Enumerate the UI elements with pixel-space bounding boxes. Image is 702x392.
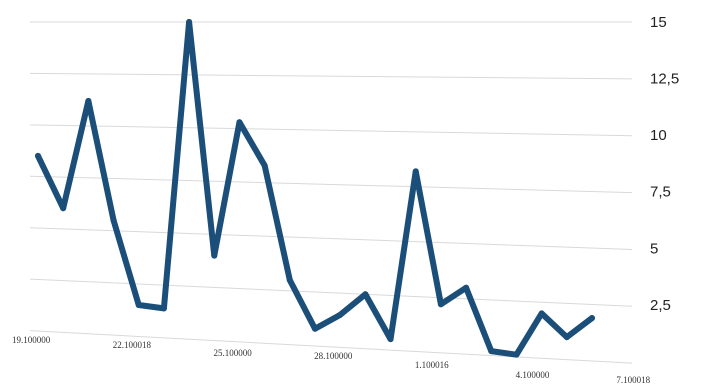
data-point (211, 252, 218, 259)
data-point (312, 325, 318, 332)
data-point (110, 217, 117, 224)
grid-line (29, 72, 633, 80)
data-point (236, 119, 243, 126)
data-point (463, 284, 470, 291)
data-point (412, 168, 419, 175)
y-tick-label: 7,5 (650, 184, 671, 201)
data-point (387, 336, 394, 343)
series-group (35, 19, 595, 358)
data-point (538, 310, 545, 317)
data-point (337, 311, 344, 318)
series-line (35, 19, 595, 358)
x-tick-label: 7.100018 (616, 375, 650, 385)
x-tick-label: 25.100000 (213, 348, 252, 358)
data-point (563, 334, 570, 341)
data-point (261, 162, 268, 169)
data-point (589, 315, 595, 322)
data-point (362, 291, 369, 298)
x-tick-label: 4.100000 (516, 370, 550, 380)
grid-line (29, 330, 633, 364)
y-tick-label: 2,5 (650, 297, 671, 314)
y-tick-label: 10 (650, 127, 667, 144)
grid-line (29, 124, 633, 137)
grid-line (29, 278, 633, 307)
data-point (160, 305, 167, 312)
data-point (135, 302, 142, 309)
data-point (513, 351, 520, 358)
y-tick-label: 12,5 (650, 71, 679, 88)
y-tick-label: 5 (650, 240, 658, 257)
y-axis-ticks: 15 12,5 10 7,5 5 2,5 (650, 14, 679, 314)
y-tick-label: 15 (650, 14, 667, 31)
x-tick-label: 1.100016 (415, 360, 449, 370)
grid-line (29, 227, 633, 250)
data-point (186, 19, 193, 25)
x-tick-label: 28.100000 (314, 351, 353, 361)
data-point (286, 277, 293, 284)
data-point (488, 348, 495, 355)
grid-line (29, 175, 633, 194)
data-point (60, 205, 67, 212)
data-point (85, 97, 92, 104)
data-point (35, 152, 41, 159)
x-tick-label: 22.100018 (113, 340, 152, 350)
x-tick-label: 19.100000 (12, 335, 51, 345)
x-axis-ticks: 19.100000 22.100018 25.100000 28.100000 1.10… (12, 335, 651, 385)
data-point (437, 301, 444, 308)
